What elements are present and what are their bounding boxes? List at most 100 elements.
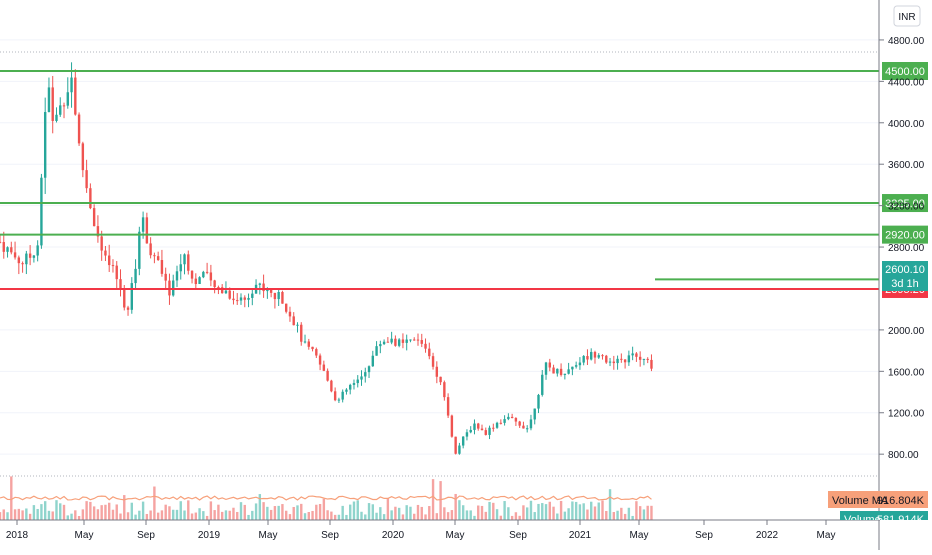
candle-body [32, 255, 36, 258]
volume-bar [2, 509, 5, 520]
volume-bar [567, 508, 570, 520]
candle-body [620, 358, 623, 360]
candle-body [586, 356, 589, 360]
candle-body [123, 289, 126, 308]
volume-bar [134, 514, 137, 520]
volume-bar [62, 504, 66, 520]
volume-bar [190, 513, 194, 520]
candle-body [379, 344, 382, 347]
candle-body [232, 298, 235, 301]
candle-body [108, 255, 111, 266]
volume-bar [296, 505, 299, 520]
candle-body [281, 292, 284, 304]
candle-body [40, 177, 43, 246]
candle-body [269, 288, 273, 293]
candle-body [518, 421, 521, 426]
candle-body [198, 277, 201, 285]
candle-body [556, 368, 559, 374]
volume-bar [563, 511, 567, 520]
volume-bar [187, 500, 190, 520]
volume-ma-line [0, 495, 652, 501]
volume-bar [172, 509, 175, 520]
candle-body [326, 370, 329, 381]
candle-body [213, 280, 216, 288]
volume-bar [529, 500, 533, 520]
time-tick-label: Sep [695, 530, 713, 541]
volume-bar [450, 510, 454, 520]
volume-bar [10, 476, 13, 520]
volume-bar [333, 514, 337, 520]
volume-bar [522, 505, 525, 520]
volume-bar [480, 505, 484, 520]
level-tag [882, 225, 928, 244]
level-label: 4500.00 [885, 66, 925, 78]
volume-bar [454, 493, 457, 520]
volume-bar [477, 505, 480, 520]
volume-bar [243, 504, 246, 520]
currency-badge[interactable]: INR [893, 5, 921, 27]
candle-body [431, 356, 435, 367]
volume-bar [473, 515, 476, 520]
price-axis[interactable]: 4800.00 4400.00 4000.00 3600.00 3200.00 2800.… [879, 36, 925, 461]
volume-bar [205, 515, 209, 520]
volume-bar [220, 511, 224, 520]
candle-body [138, 231, 141, 269]
candle-body [593, 351, 597, 358]
volume-bar [104, 504, 107, 520]
volume-bar [356, 500, 359, 520]
volume-bar [258, 494, 262, 520]
time-tick-label: 2018 [6, 530, 29, 541]
candle-body [247, 297, 250, 300]
candle-body [465, 432, 469, 437]
candle-body [190, 270, 194, 279]
volume-bar [556, 513, 559, 520]
candle-body [552, 367, 555, 374]
volume-bar [168, 506, 171, 520]
candle-body [179, 264, 182, 272]
time-tick-label: Sep [321, 530, 339, 541]
candle-body [205, 271, 209, 273]
candle-body [55, 114, 58, 121]
volume-bar [130, 502, 133, 520]
candle-body [164, 273, 167, 281]
candle-body [608, 361, 612, 363]
candle-body [100, 236, 103, 251]
candle-body [141, 217, 145, 232]
volume-bar [386, 498, 390, 520]
volume-bar [85, 501, 88, 520]
candle-body [638, 356, 642, 360]
candle-body [525, 428, 529, 430]
volume-bar [499, 515, 503, 520]
time-tick-label: 2021 [569, 530, 592, 541]
price-tick-label: 4400.00 [888, 77, 925, 88]
level-label: 2920.00 [885, 230, 925, 242]
candle-body [605, 355, 608, 363]
volume-bar [288, 514, 292, 520]
candle-body [62, 105, 66, 107]
volume-bar [390, 510, 393, 520]
candle-body [17, 257, 21, 264]
price-tick-label: 4800.00 [888, 36, 925, 47]
price-tick-label: 2800.00 [888, 243, 925, 254]
candle-body [145, 217, 149, 244]
candle-body [601, 355, 604, 357]
candle-body [364, 372, 367, 377]
time-tick-label: May [259, 530, 278, 541]
volume-bar [484, 511, 487, 520]
volume-bar [638, 506, 642, 520]
volume-bar [574, 501, 578, 520]
candle-body [567, 369, 570, 374]
candle-body [409, 339, 412, 341]
candle-body [13, 252, 17, 258]
candle-body [597, 355, 600, 358]
volume-bar [514, 512, 518, 520]
candle-body [172, 280, 175, 296]
candle-body [371, 355, 375, 367]
time-tick-label: May [75, 530, 94, 541]
time-axis[interactable]: 2018 May Sep 2019 May Sep 2020 May Sep 2021 May Sep… [6, 520, 836, 541]
candle-body [627, 355, 631, 363]
volume-bar [254, 503, 258, 520]
volume-bar [277, 505, 280, 520]
